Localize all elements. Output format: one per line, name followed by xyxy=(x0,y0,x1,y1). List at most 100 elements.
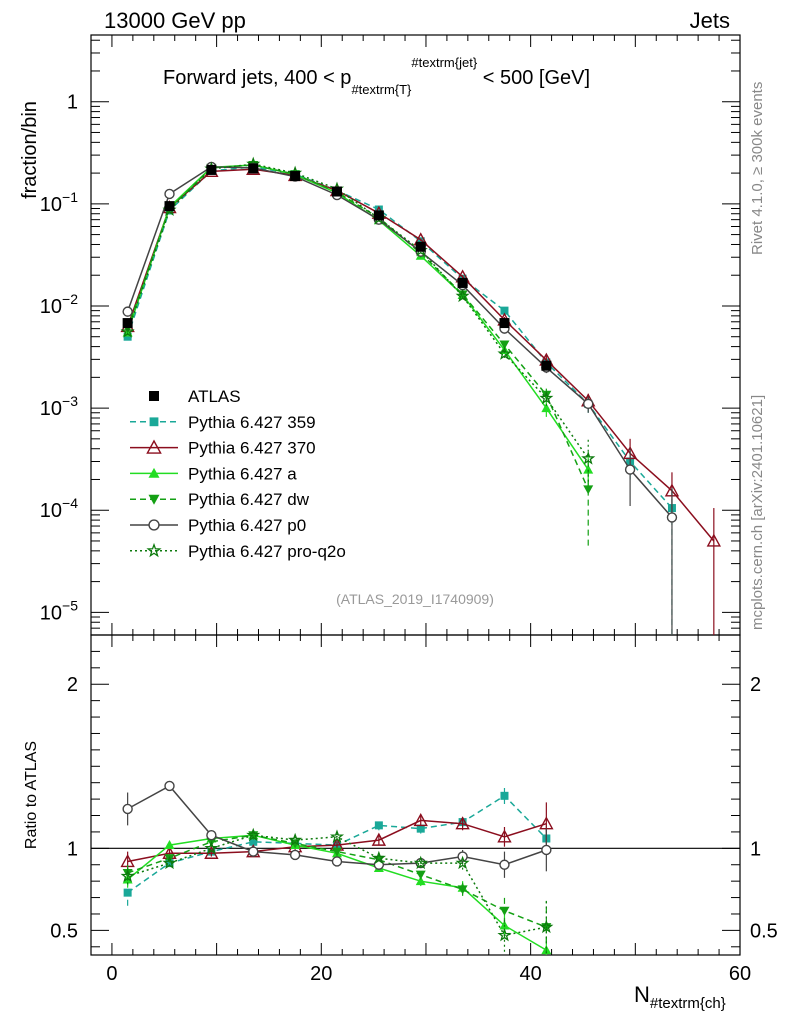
atlas-point xyxy=(206,164,217,175)
series-line xyxy=(126,166,673,518)
legend-entry-5: Pythia 6.427 pro-q2o xyxy=(130,542,346,561)
ratio-point xyxy=(246,827,261,842)
legend-label: Pythia 6.427 370 xyxy=(188,439,316,458)
ratio-tick-label: 2 xyxy=(67,674,78,696)
data-point xyxy=(123,332,132,341)
ratio-point xyxy=(457,885,468,895)
series-line xyxy=(126,168,715,542)
plot-title: Forward jets, 400 < p#textrm{T} #textrm{j… xyxy=(163,55,590,97)
data-point xyxy=(666,512,678,523)
atlas-point xyxy=(331,186,342,197)
series-3 xyxy=(122,161,594,546)
ratio-point xyxy=(455,816,470,830)
ratio-point xyxy=(288,832,303,847)
legend-marker xyxy=(148,467,160,478)
data-point xyxy=(583,485,594,495)
ratio-point xyxy=(497,927,512,942)
title-sub: #textrm{T} xyxy=(351,82,412,97)
ratio-plot xyxy=(91,780,740,955)
legend-entry-0: Pythia 6.427 359 xyxy=(130,413,316,432)
main-plot xyxy=(120,156,722,635)
legend-marker xyxy=(146,542,162,558)
legend-marker xyxy=(148,494,160,505)
data-point xyxy=(541,403,552,413)
ratio-point xyxy=(122,803,133,815)
data-point xyxy=(374,205,383,214)
data-point xyxy=(457,290,468,300)
ratio-point xyxy=(331,856,343,867)
data-point xyxy=(497,346,512,360)
ratio-tick-label-right: 1 xyxy=(750,838,761,860)
x-tick-label: 60 xyxy=(729,963,751,985)
y-tick-label: 10−4 xyxy=(40,495,78,522)
ratio-point xyxy=(455,855,470,870)
ratio-tick-label-right: 0.5 xyxy=(750,920,778,942)
ratio-point xyxy=(371,832,387,846)
y-tick-label: 10−1 xyxy=(40,189,78,216)
legend-marker xyxy=(148,519,160,531)
rivet-label: Rivet 4.1.0, ≥ 300k events xyxy=(749,82,766,255)
ratio-point xyxy=(541,844,552,856)
data-point xyxy=(122,306,133,317)
data-point xyxy=(500,306,509,315)
mcplots-label: mcplots.cern.ch [arXiv:2401.10621] xyxy=(749,395,766,630)
y-tick-label: 1 xyxy=(67,92,78,114)
legend-entry-4: Pythia 6.427 p0 xyxy=(130,516,306,535)
atlas-point xyxy=(122,318,133,329)
ratio-point xyxy=(162,855,177,870)
legend-marker xyxy=(146,439,162,454)
ratio-point xyxy=(204,840,219,855)
title-suffix: < 500 [GeV] xyxy=(477,67,590,89)
ratio-point xyxy=(416,824,425,833)
data-point xyxy=(416,237,425,246)
data-point xyxy=(120,324,135,338)
y-tick-label: 10−5 xyxy=(40,597,78,624)
data-point xyxy=(499,340,510,350)
x-axis-label-main: N xyxy=(634,982,650,1007)
atlas-point xyxy=(373,210,384,221)
legend-label: Pythia 6.427 dw xyxy=(188,490,310,509)
ratio-point xyxy=(415,876,426,886)
ratio-point xyxy=(289,849,301,861)
legend-label: Pythia 6.427 a xyxy=(188,464,297,483)
ratio-series-5 xyxy=(120,827,554,954)
x-tick-label: 20 xyxy=(310,963,332,985)
ratio-y-axis-label: Ratio to ATLAS xyxy=(23,741,40,849)
legend-entry-1: Pythia 6.427 370 xyxy=(130,439,316,458)
ratio-line xyxy=(127,834,547,928)
ratio-point xyxy=(413,812,428,827)
ratio-point xyxy=(164,780,175,792)
header-left: 13000 GeV pp xyxy=(104,8,246,33)
legend-label: Pythia 6.427 359 xyxy=(188,413,316,432)
ratio-point xyxy=(371,850,386,865)
data-point xyxy=(455,288,470,303)
atlas-data xyxy=(122,163,552,371)
y-tick-label: 10−2 xyxy=(40,291,78,318)
ratio-line xyxy=(127,834,547,937)
ratio-tick-label: 0.5 xyxy=(50,920,78,942)
y-axis-label: fraction/bin xyxy=(19,101,41,199)
analysis-watermark: (ATLAS_2019_I1740909) xyxy=(336,591,494,607)
ratio-point xyxy=(329,829,345,843)
legend-label: ATLAS xyxy=(188,387,241,406)
data-point xyxy=(539,390,554,405)
legend-entry-3: Pythia 6.427 dw xyxy=(130,490,310,509)
data-point xyxy=(706,533,722,547)
x-axis-label: N#textrm{ch} xyxy=(634,982,726,1012)
series-line xyxy=(126,164,589,490)
atlas-point xyxy=(541,360,552,371)
atlas-point xyxy=(457,277,468,288)
ratio-tick-label-right: 2 xyxy=(750,674,761,696)
axis-ticks: 0 20 40 60 10−5 10−4 10−3 10−2 10−1 1 0.5 0.5 1 1 2 2 xyxy=(40,35,778,985)
ratio-point xyxy=(206,830,217,841)
ratio-point xyxy=(164,840,175,850)
ratio-point xyxy=(374,821,383,830)
y-tick-label: 10−3 xyxy=(40,393,78,420)
x-axis-label-sub: #textrm{ch} xyxy=(650,995,726,1012)
legend-marker xyxy=(149,417,159,427)
data-point xyxy=(583,398,594,410)
legend-entry-atlas: ATLAS xyxy=(149,387,241,406)
ratio-point xyxy=(539,919,554,934)
ratio-point xyxy=(120,868,135,883)
